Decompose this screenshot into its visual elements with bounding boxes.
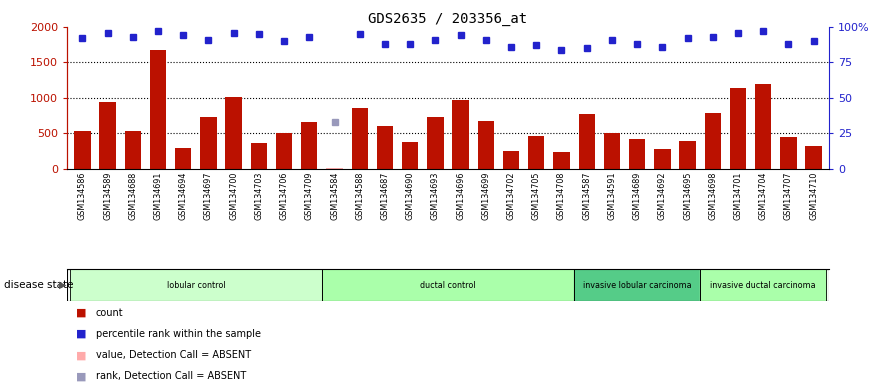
- Text: GSM134694: GSM134694: [178, 172, 187, 220]
- Text: ■: ■: [76, 308, 87, 318]
- Bar: [326, 167, 342, 169]
- Bar: [74, 131, 90, 169]
- Text: GSM134586: GSM134586: [78, 172, 87, 220]
- Text: GSM134705: GSM134705: [531, 172, 541, 220]
- Bar: [604, 134, 620, 169]
- Text: GSM134689: GSM134689: [633, 172, 642, 220]
- Text: GSM134710: GSM134710: [809, 172, 818, 220]
- Bar: [251, 143, 267, 169]
- Text: GSM134699: GSM134699: [481, 172, 490, 220]
- Text: ■: ■: [76, 329, 87, 339]
- Bar: [125, 131, 141, 169]
- Bar: [574, 269, 700, 301]
- Bar: [478, 121, 494, 169]
- Bar: [99, 102, 116, 169]
- Text: GSM134691: GSM134691: [153, 172, 162, 220]
- Text: GSM134709: GSM134709: [305, 172, 314, 220]
- Bar: [276, 133, 292, 169]
- Text: GSM134693: GSM134693: [431, 172, 440, 220]
- Text: GSM134688: GSM134688: [128, 172, 137, 220]
- Bar: [175, 147, 192, 169]
- Text: invasive lobular carcinoma: invasive lobular carcinoma: [582, 281, 692, 290]
- Bar: [554, 152, 570, 169]
- Text: GSM134698: GSM134698: [709, 172, 718, 220]
- Text: GSM134695: GSM134695: [683, 172, 692, 220]
- Bar: [452, 100, 469, 169]
- Bar: [402, 142, 418, 169]
- Text: ductal control: ductal control: [420, 281, 476, 290]
- Text: ■: ■: [76, 371, 87, 381]
- Bar: [654, 149, 670, 169]
- Text: GSM134589: GSM134589: [103, 172, 112, 220]
- Text: ▶: ▶: [59, 280, 66, 290]
- Bar: [629, 139, 645, 169]
- Bar: [700, 269, 826, 301]
- Text: GSM134687: GSM134687: [381, 172, 390, 220]
- Bar: [528, 136, 545, 169]
- Bar: [704, 113, 721, 169]
- Text: GSM134587: GSM134587: [582, 172, 591, 220]
- Bar: [503, 151, 520, 169]
- Bar: [301, 122, 317, 169]
- Bar: [150, 50, 166, 169]
- Bar: [579, 114, 595, 169]
- Text: count: count: [96, 308, 124, 318]
- Bar: [780, 137, 797, 169]
- Bar: [322, 269, 574, 301]
- Text: GSM134588: GSM134588: [355, 172, 365, 220]
- Bar: [200, 117, 217, 169]
- Text: GSM134690: GSM134690: [406, 172, 415, 220]
- Bar: [226, 97, 242, 169]
- Bar: [679, 141, 696, 169]
- Bar: [730, 88, 746, 169]
- Text: GSM134703: GSM134703: [254, 172, 263, 220]
- Text: disease state: disease state: [4, 280, 74, 290]
- Bar: [70, 269, 322, 301]
- Text: percentile rank within the sample: percentile rank within the sample: [96, 329, 261, 339]
- Text: invasive ductal carcinoma: invasive ductal carcinoma: [711, 281, 816, 290]
- Bar: [351, 108, 368, 169]
- Text: value, Detection Call = ABSENT: value, Detection Call = ABSENT: [96, 350, 251, 360]
- Text: GDS2635 / 203356_at: GDS2635 / 203356_at: [368, 12, 528, 25]
- Bar: [806, 146, 822, 169]
- Bar: [376, 126, 393, 169]
- Text: GSM134707: GSM134707: [784, 172, 793, 220]
- Text: GSM134701: GSM134701: [734, 172, 743, 220]
- Text: GSM134591: GSM134591: [607, 172, 616, 220]
- Text: lobular control: lobular control: [167, 281, 225, 290]
- Text: GSM134584: GSM134584: [330, 172, 339, 220]
- Text: GSM134697: GSM134697: [204, 172, 213, 220]
- Text: GSM134700: GSM134700: [229, 172, 238, 220]
- Text: GSM134692: GSM134692: [658, 172, 667, 220]
- Text: GSM134708: GSM134708: [557, 172, 566, 220]
- Bar: [427, 117, 444, 169]
- Bar: [755, 84, 771, 169]
- Text: GSM134696: GSM134696: [456, 172, 465, 220]
- Text: ■: ■: [76, 350, 87, 360]
- Text: GSM134702: GSM134702: [506, 172, 515, 220]
- Text: rank, Detection Call = ABSENT: rank, Detection Call = ABSENT: [96, 371, 246, 381]
- Text: GSM134704: GSM134704: [759, 172, 768, 220]
- Text: GSM134706: GSM134706: [280, 172, 289, 220]
